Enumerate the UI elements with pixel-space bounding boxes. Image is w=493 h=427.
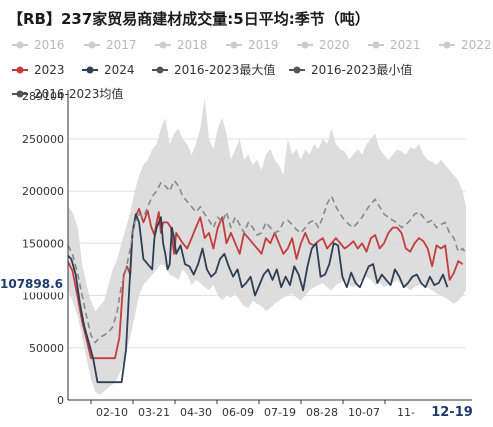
legend-dot-2021 <box>372 41 380 49</box>
legend-dot-2016-2023最大值 <box>156 66 164 74</box>
range-band <box>68 98 466 395</box>
x-tick-11-: 11- <box>397 406 415 419</box>
x-tick-10-07: 10-07 <box>348 406 380 419</box>
legend-dot-2018 <box>159 41 167 49</box>
x-tick-04-30: 04-30 <box>180 406 212 419</box>
plot-area: 金 元 期 货 0 50000 100000 150000 200000 250000 28… <box>22 90 473 420</box>
y-highlight-bg <box>0 273 63 293</box>
watermark: 金 元 期 货 <box>190 224 279 245</box>
y-tick-200000: 200000 <box>22 185 64 198</box>
legend-label-2016[interactable]: 2016 <box>34 38 65 52</box>
legend-dot-2017 <box>88 41 96 49</box>
series-lines <box>67 179 467 384</box>
watermark-text: 金 元 期 货 <box>190 224 279 245</box>
y-highlight-label: 107898.6 <box>0 277 63 291</box>
legend-label-2016-2023最大值[interactable]: 2016-2023最大值 <box>174 62 275 77</box>
y-tick-100000: 100000 <box>22 290 64 303</box>
y-tick-top: 289104 <box>22 90 64 103</box>
series-line-2024 <box>67 213 449 384</box>
x-axis: 02-10 03-21 04-30 06-09 07-19 08-28 10-07 11- 12… <box>68 399 473 420</box>
legend-dot-2016 <box>16 41 24 49</box>
x-tick-02-10: 02-10 <box>96 406 128 419</box>
legend-label-2017[interactable]: 2017 <box>106 38 137 52</box>
legend-dot-2019 <box>230 41 238 49</box>
chart-title: 【RB】237家贸易商建材成交量:5日平均:季节（吨） <box>8 10 370 28</box>
legend-label-2016-2023均值[interactable]: 2016-2023均值 <box>34 86 123 101</box>
y-tick-50000: 50000 <box>29 342 64 355</box>
y-tick-250000: 250000 <box>22 133 64 146</box>
y-axis: 0 50000 100000 150000 200000 250000 289104 <box>22 90 69 407</box>
x-tick-06-09: 06-09 <box>222 406 254 419</box>
series-line-2016-2023均值 <box>67 179 467 344</box>
legend-label-2022[interactable]: 2022 <box>461 38 492 52</box>
legend-label-2021[interactable]: 2021 <box>390 38 421 52</box>
x-tick-03-21: 03-21 <box>138 406 170 419</box>
legend-label-2019[interactable]: 2019 <box>248 38 279 52</box>
x-tick-07-19: 07-19 <box>264 406 296 419</box>
range-band-area <box>68 98 466 395</box>
legend: 2016 2017 2018 2019 2020 2021 2022 2023 2024 2016… <box>12 38 492 101</box>
legend-dot-2020 <box>301 41 309 49</box>
legend-label-2018[interactable]: 2018 <box>177 38 208 52</box>
legend-label-2024[interactable]: 2024 <box>104 63 135 77</box>
legend-dot-2016-2023均值 <box>16 90 24 98</box>
x-tick-08-28: 08-28 <box>306 406 338 419</box>
legend-dot-2016-2023最小值 <box>293 66 301 74</box>
legend-dot-2023 <box>16 66 24 74</box>
x-tick-12-19: 12-19 <box>431 405 473 420</box>
y-tick-150000: 150000 <box>22 237 64 250</box>
legend-dot-2024 <box>86 66 94 74</box>
y-tick-0: 0 <box>57 394 64 407</box>
y-highlight: 107898.6 <box>0 273 63 293</box>
legend-label-2023[interactable]: 2023 <box>34 63 65 77</box>
legend-label-2020[interactable]: 2020 <box>319 38 350 52</box>
legend-label-2016-2023最小值[interactable]: 2016-2023最小值 <box>311 62 412 77</box>
legend-dot-2022 <box>443 41 451 49</box>
